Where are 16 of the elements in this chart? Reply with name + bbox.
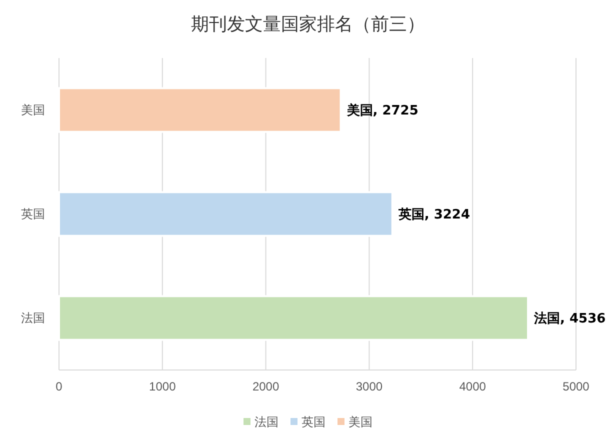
x-tick-label: 5000 — [562, 380, 590, 394]
x-tick-label: 2000 — [252, 380, 280, 394]
legend-label: 美国 — [348, 415, 372, 430]
x-tick-label: 4000 — [459, 380, 486, 394]
chart-title: 期刊发文量国家排名（前三） — [191, 14, 425, 35]
data-label: 法国, 4536 — [533, 312, 606, 327]
x-tick-label: 3000 — [356, 380, 383, 394]
legend-label: 英国 — [302, 415, 326, 430]
y-tick-label: 法国 — [21, 310, 45, 325]
y-tick-label: 美国 — [21, 102, 45, 117]
legend-label: 法国 — [254, 415, 278, 430]
y-tick-label: 英国 — [21, 206, 45, 221]
x-tick-label: 0 — [56, 380, 63, 394]
data-label: 美国, 2725 — [346, 102, 418, 119]
x-tick-label: 1000 — [149, 380, 176, 394]
data-label: 英国, 3224 — [397, 208, 470, 223]
